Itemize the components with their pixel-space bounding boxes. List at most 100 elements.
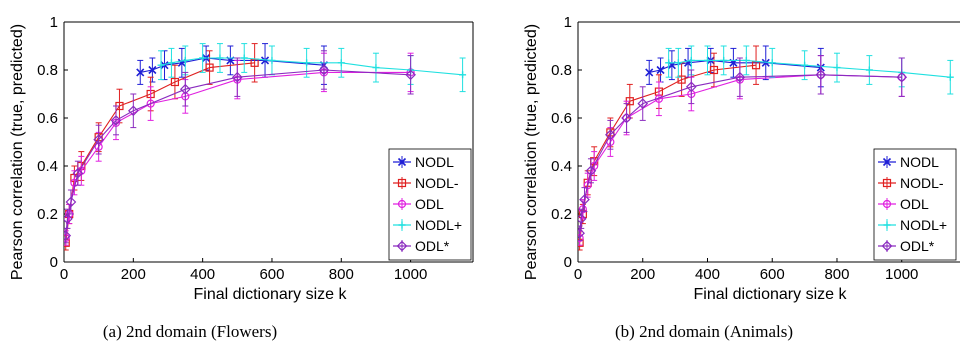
legend-item: ODL: [878, 196, 929, 212]
legend-swatch-marker: [396, 240, 408, 252]
series-line: [140, 57, 325, 73]
data-point: [148, 65, 157, 75]
chart-panel-flowers: 0 200 400 600 800 1000 0 0.2 0.4 0.6 0.8 1 Final dic…: [9, 14, 474, 341]
x-tick-label: 800: [329, 266, 354, 283]
data-point: [801, 61, 809, 69]
series-nodl: [665, 45, 954, 95]
legend-swatch-marker: [883, 221, 891, 229]
chart-panel-animals: 0 200 400 600 800 1000 0 0.2 0.4 0.6 0.8 1 Final dic…: [523, 14, 960, 341]
x-tick-label: 400: [190, 266, 215, 283]
data-point: [674, 59, 682, 67]
y-tick-label: 1: [564, 14, 572, 31]
legend-label: ODL*: [415, 238, 450, 254]
legend-label: NODL-: [900, 175, 944, 191]
figure-caption: (b) 2nd domain (Animals): [615, 322, 793, 341]
series-group: [578, 45, 954, 251]
data-point: [734, 71, 746, 83]
x-tick-label: 200: [121, 266, 146, 283]
data-point: [605, 129, 616, 141]
data-point: [833, 64, 841, 72]
legend-swatch-marker: [882, 178, 892, 188]
legend-swatch-marker: [397, 157, 407, 167]
data-point: [64, 230, 72, 241]
data-point: [459, 71, 467, 79]
series-odl: [64, 52, 415, 246]
x-tick-label: 1000: [885, 266, 918, 283]
legend-swatch-marker: [882, 199, 892, 209]
data-point: [199, 54, 207, 62]
legend-item: ODL*: [878, 238, 935, 254]
data-point: [216, 54, 224, 62]
legend-label: ODL: [415, 196, 444, 212]
legend-item: NODL: [878, 154, 939, 170]
data-point: [179, 83, 191, 95]
legend-swatch-marker: [881, 240, 893, 252]
y-tick-label: 0: [50, 254, 58, 271]
data-point: [645, 68, 654, 77]
data-point: [64, 213, 73, 225]
data-point: [65, 196, 77, 208]
legend: NODL NODL- ODL NODL+ ODL*: [388, 148, 472, 261]
x-tick-label: 600: [259, 266, 284, 283]
y-axis-label: Pearson correlation (true, predicted): [9, 24, 26, 280]
legend-swatch-marker: [397, 199, 407, 209]
data-point: [372, 64, 380, 72]
data-point: [110, 115, 122, 126]
y-tick-label: 0: [564, 254, 572, 271]
data-point: [205, 63, 214, 72]
legend-swatch-marker: [882, 157, 892, 167]
data-point: [578, 227, 585, 239]
data-point: [240, 54, 248, 62]
legend-label: NODL: [900, 154, 939, 170]
x-tick-label: 0: [574, 266, 582, 283]
y-tick-label: 0.2: [551, 206, 572, 223]
y-tick-label: 0.4: [551, 158, 572, 175]
legend-label: NODL+: [415, 217, 462, 233]
data-point: [93, 134, 105, 145]
data-point: [136, 68, 145, 77]
series-odl: [64, 50, 416, 244]
series-odl: [578, 55, 908, 241]
data-point: [579, 194, 590, 205]
y-tick-label: 0.6: [37, 110, 58, 127]
data-point: [337, 59, 345, 67]
series-odl: [578, 55, 906, 246]
legend-item: NODL: [393, 154, 454, 170]
data-point: [677, 75, 686, 84]
y-tick-label: 0.4: [37, 158, 58, 175]
data-point: [167, 59, 175, 67]
y-tick-label: 0.8: [551, 62, 572, 79]
data-point: [268, 56, 276, 64]
x-tick-label: 0: [60, 266, 68, 283]
x-tick-label: 1000: [394, 266, 427, 283]
data-point: [815, 69, 827, 81]
data-point: [583, 181, 592, 190]
data-point: [709, 65, 719, 75]
figure-caption: (a) 2nd domain (Flowers): [103, 322, 277, 341]
series-group: [64, 43, 467, 251]
legend-item: ODL*: [393, 238, 450, 254]
data-point: [665, 59, 673, 67]
legend-label: NODL+: [900, 217, 947, 233]
data-point: [742, 56, 750, 64]
legend: NODL NODL- ODL NODL+ ODL*: [873, 148, 957, 261]
data-point: [181, 56, 189, 64]
data-point: [621, 112, 632, 124]
legend-item: NODL+: [393, 217, 462, 233]
y-tick-label: 1: [50, 14, 58, 31]
data-point: [685, 81, 697, 93]
x-axis-label: Final dictionary size k: [694, 286, 848, 303]
series-line: [65, 69, 411, 236]
data-point: [146, 99, 155, 108]
data-point: [865, 66, 873, 74]
series-line: [579, 64, 757, 243]
data-point: [260, 56, 270, 65]
data-point: [946, 73, 954, 81]
data-point: [578, 213, 587, 225]
data-point: [303, 59, 311, 67]
data-point: [405, 69, 416, 81]
y-tick-label: 0.2: [37, 206, 58, 223]
data-point: [585, 165, 597, 177]
data-point: [318, 64, 330, 76]
